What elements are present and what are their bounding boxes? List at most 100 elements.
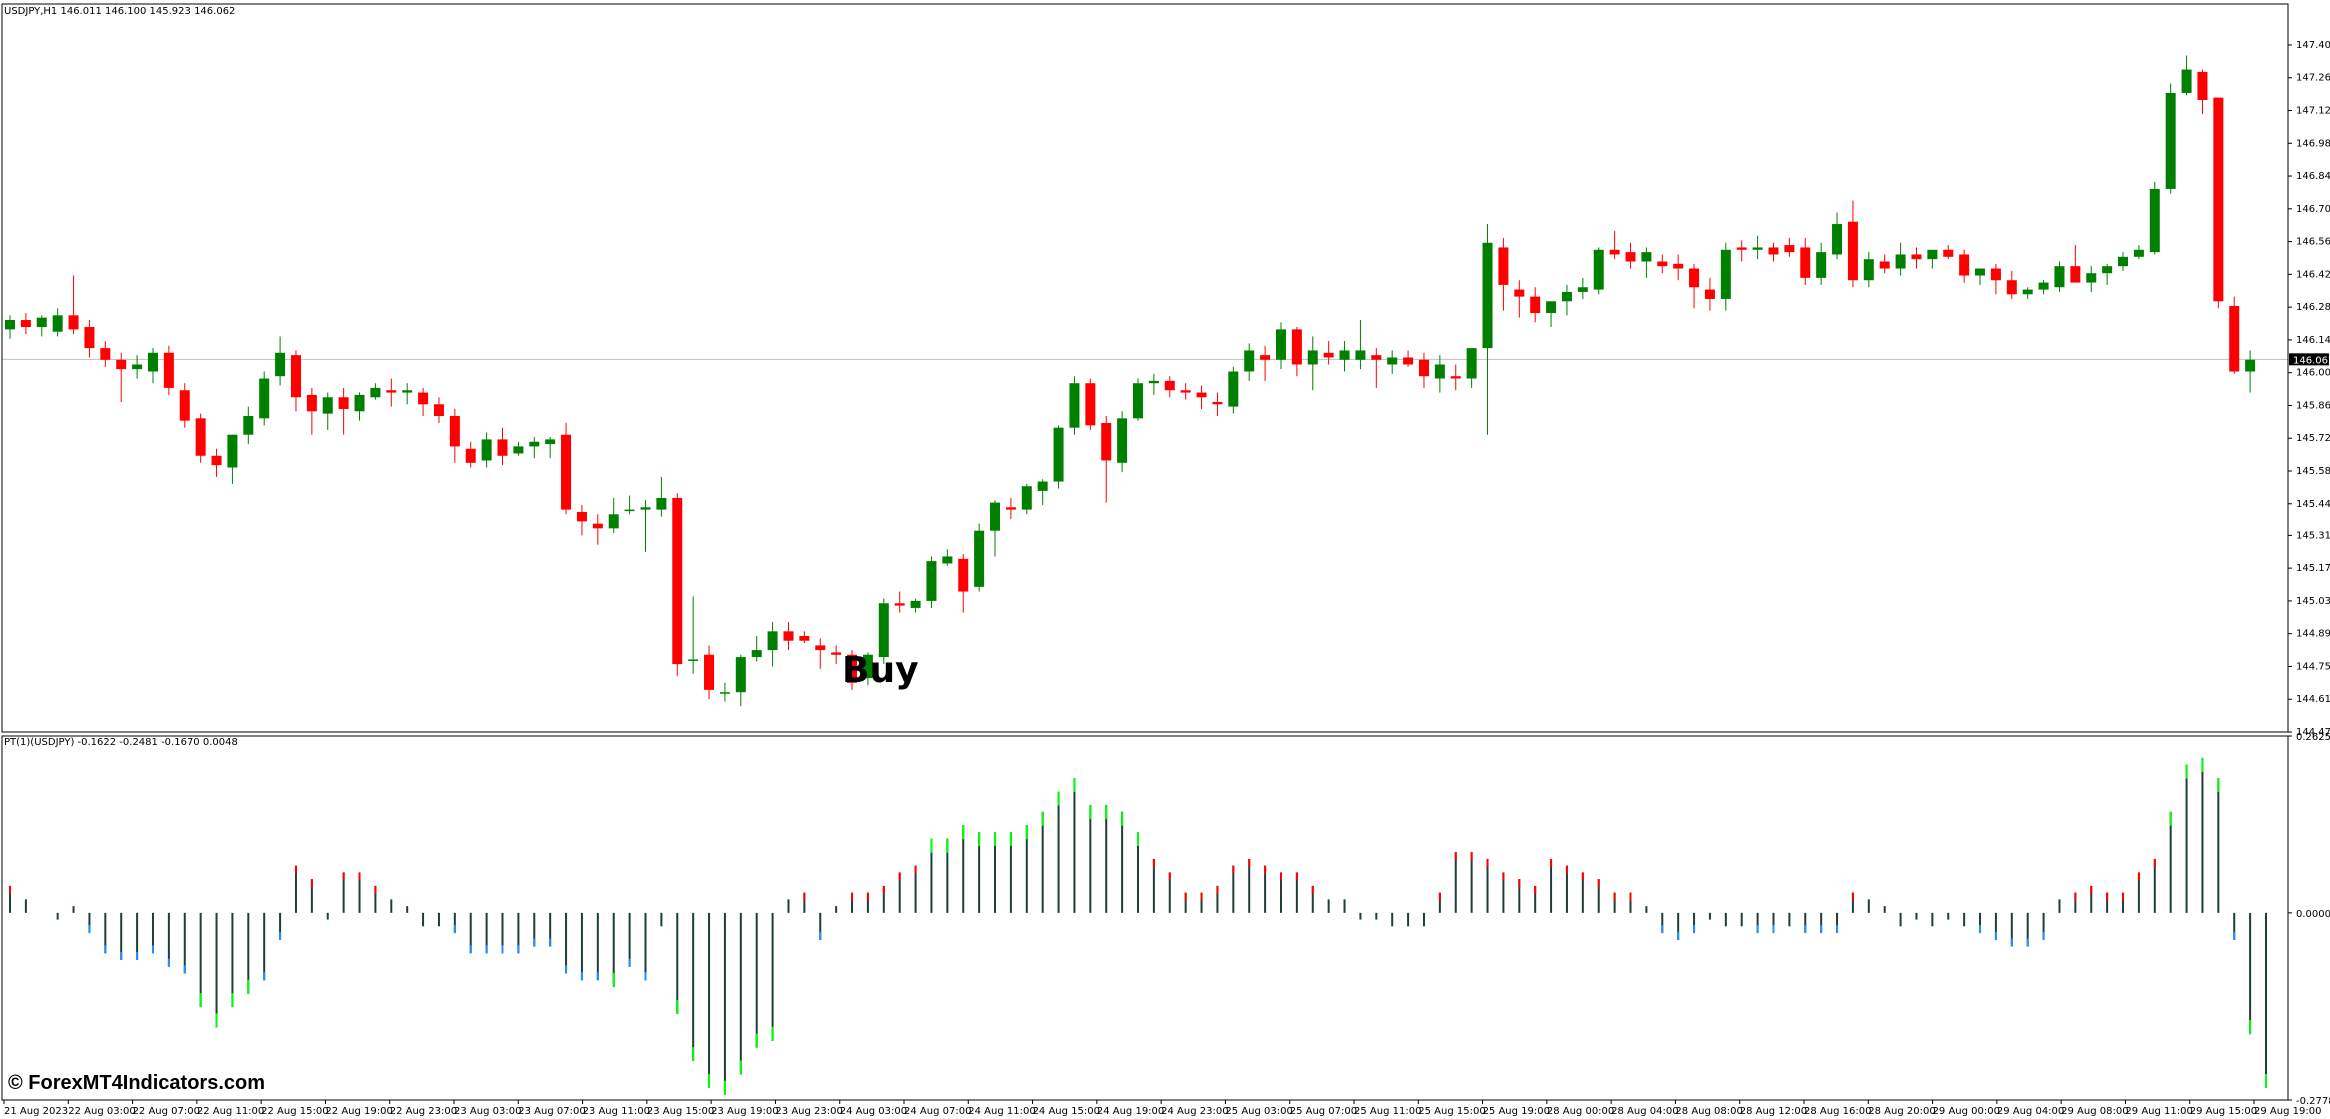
price-pane-title: USDJPY,H1 146.011 146.100 145.923 146.06…: [4, 6, 236, 17]
candle-body: [1657, 261, 1668, 267]
candle-body: [1530, 296, 1541, 313]
candle-body: [704, 654, 715, 690]
candle-body: [926, 561, 937, 601]
candle-body: [624, 509, 635, 512]
time-tick-label: 29 Aug 15:00: [2190, 1106, 2257, 1117]
candle-body: [2197, 71, 2208, 100]
candle-body: [1037, 481, 1048, 491]
time-tick-label: 23 Aug 07:00: [518, 1106, 585, 1117]
candle-body: [402, 390, 413, 393]
candle-body: [1927, 249, 1938, 260]
candle-body: [958, 558, 969, 592]
candle-body: [481, 439, 492, 461]
candle-body: [1450, 376, 1461, 379]
candle-body: [418, 392, 429, 405]
time-tick-label: 23 Aug 15:00: [647, 1106, 714, 1117]
candle-body: [1212, 401, 1223, 405]
candle-body: [1053, 427, 1064, 482]
candle-body: [894, 603, 905, 606]
time-tick-label: 25 Aug 11:00: [1354, 1106, 1421, 1117]
time-tick-label: 28 Aug 16:00: [1804, 1106, 1871, 1117]
candle-body: [576, 511, 587, 522]
candle-body: [1434, 364, 1445, 379]
candle-body: [2006, 280, 2017, 295]
candle-body: [1196, 392, 1207, 398]
candle-body: [1784, 245, 1795, 253]
candle-body: [2054, 266, 2065, 288]
candle-body: [529, 441, 540, 447]
candle-body: [2133, 249, 2144, 257]
candle-body: [608, 514, 619, 529]
candle-body: [306, 394, 317, 412]
indicator-tick-label: 0.0000: [2296, 909, 2330, 920]
price-tick-label: 147.125: [2296, 106, 2330, 117]
time-tick-label: 28 Aug 04:00: [1611, 1106, 1678, 1117]
time-tick-label: 28 Aug 20:00: [1868, 1106, 1935, 1117]
candle-body: [243, 415, 254, 435]
candle-body: [1752, 247, 1763, 250]
candle-body: [1736, 247, 1747, 250]
price-tick-label: 145.170: [2296, 563, 2330, 574]
candle-body: [1895, 254, 1906, 269]
candle-body: [1641, 252, 1652, 262]
candle-body: [1863, 259, 1874, 281]
price-tick-label: 146.565: [2296, 237, 2330, 248]
candle-body: [179, 390, 190, 421]
candle-body: [990, 502, 1001, 531]
candle-body: [751, 650, 762, 658]
time-tick-label: 22 Aug 03:00: [68, 1106, 135, 1117]
candle-body: [783, 631, 794, 641]
indicator-pane: [9, 757, 2267, 1095]
candle-body: [1291, 329, 1302, 365]
candle-body: [1609, 249, 1620, 255]
candle-body: [147, 352, 158, 372]
candle-body: [1704, 289, 1715, 299]
time-tick-label: 24 Aug 23:00: [1161, 1106, 1228, 1117]
price-tick-label: 145.030: [2296, 596, 2330, 607]
candle-body: [68, 315, 79, 330]
price-tick-label: 146.145: [2296, 335, 2330, 346]
price-tick-label: 145.585: [2296, 466, 2330, 477]
time-tick-label: 28 Aug 12:00: [1740, 1106, 1807, 1117]
candle-body: [1371, 355, 1382, 360]
time-tick-label: 23 Aug 11:00: [583, 1106, 650, 1117]
candle-body: [1546, 301, 1557, 313]
candle-body: [2245, 359, 2256, 372]
candle-body: [1673, 263, 1684, 269]
candle-body: [338, 397, 349, 409]
time-tick-label: 29 Aug 00:00: [1933, 1106, 2000, 1117]
candle-body: [465, 448, 476, 463]
candle-body: [1943, 249, 1954, 257]
candle-body: [116, 359, 127, 370]
price-tick-label: 145.725: [2296, 433, 2330, 444]
candle-body: [1625, 252, 1636, 262]
candle-body: [1117, 418, 1128, 463]
candle-body: [1180, 390, 1191, 393]
candle-body: [1832, 224, 1843, 255]
candle-body: [1466, 348, 1477, 379]
candle-body: [84, 327, 95, 349]
candle-body: [910, 600, 921, 608]
candle-body: [1069, 383, 1080, 428]
price-pane-frame: [1, 3, 2289, 733]
candle-body: [322, 397, 333, 414]
price-tick-label: 144.890: [2296, 629, 2330, 640]
price-tick-label: 146.425: [2296, 269, 2330, 280]
candle-body: [688, 659, 699, 661]
candle-body: [545, 439, 556, 445]
time-tick-label: 24 Aug 19:00: [1097, 1106, 1164, 1117]
time-tick-label: 24 Aug 03:00: [840, 1106, 907, 1117]
candle-body: [449, 415, 460, 447]
candle-body: [1720, 249, 1731, 299]
candle-body: [719, 692, 730, 694]
candle-body: [672, 497, 683, 665]
time-tick-label: 25 Aug 03:00: [1225, 1106, 1292, 1117]
candle-body: [195, 418, 206, 456]
price-tick-label: 144.750: [2296, 661, 2330, 672]
candle-body: [1323, 352, 1334, 358]
price-pane: [2, 55, 2288, 707]
candle-body: [132, 364, 143, 370]
candle-body: [1689, 268, 1700, 288]
time-tick-label: 22 Aug 15:00: [261, 1106, 328, 1117]
